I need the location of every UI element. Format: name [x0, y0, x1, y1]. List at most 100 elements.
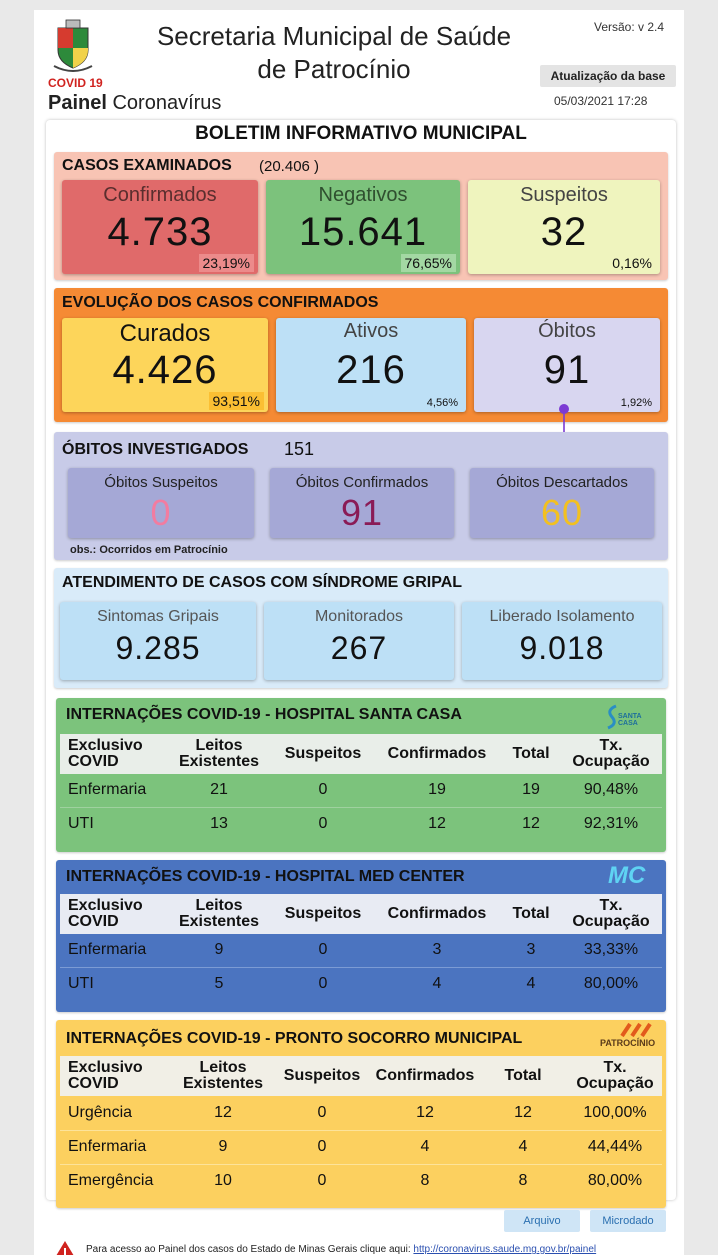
pronto-socorro-section: INTERNAÇÕES COVID-19 - PRONTO SOCORRO MU…: [56, 1020, 666, 1208]
col-suspeitos: Suspeitos: [284, 905, 362, 922]
med-center-title: INTERNAÇÕES COVID-19 - HOSPITAL MED CENT…: [66, 868, 465, 885]
col-confirmados: Confirmados: [375, 1067, 475, 1084]
obitos-suspeitos-card: Óbitos Suspeitos 0: [68, 468, 254, 538]
santa-casa-table: Exclusivo COVID Leitos Existentes Suspeito…: [60, 734, 662, 840]
liberado-card: Liberado Isolamento 9.018: [462, 602, 662, 680]
curados-label: Curados: [119, 320, 211, 347]
negativos-label: Negativos: [318, 184, 408, 206]
negativos-value: 15.641: [298, 210, 428, 254]
atendimento-title: ATENDIMENTO DE CASOS COM SÍNDROME GRIPAL: [62, 574, 463, 591]
pronto-socorro-title: INTERNAÇÕES COVID-19 - PRONTO SOCORRO MU…: [66, 1030, 523, 1047]
obitos-value: 91: [543, 348, 591, 392]
footer-note-link[interactable]: http://coronavirus.saude.mg.gov.br/paine…: [413, 1244, 597, 1255]
santa-casa-logo: SANTA CASA: [604, 704, 660, 730]
casos-total: (20.406 ): [259, 158, 320, 175]
col-suspeitos: Suspeitos: [283, 1067, 361, 1084]
sintomas-label: Sintomas Gripais: [97, 608, 219, 625]
col-taxa: Tx. Ocupação: [576, 1059, 654, 1092]
col-total: Total: [504, 1067, 542, 1084]
suspeitos-value: 32: [540, 210, 588, 254]
med-center-logo: MC: [608, 862, 646, 889]
confirmados-value: 4.733: [107, 210, 213, 254]
patrocinio-logo-icon: [620, 1022, 652, 1038]
col-exclusivo: Exclusivo COVID: [68, 737, 143, 770]
santa-casa-section: INTERNAÇÕES COVID-19 - HOSPITAL SANTA CA…: [56, 698, 666, 852]
confirmados-card: Confirmados 4.733 23,19%: [62, 180, 258, 274]
col-confirmados: Confirmados: [387, 905, 487, 922]
obitos-inv-title: ÓBITOS INVESTIGADOS: [62, 441, 249, 458]
page-title: Secretaria Municipal de Saúde de Patrocí…: [156, 21, 512, 84]
negativos-card: Negativos 15.641 76,65%: [266, 180, 460, 274]
confirmados-label: Confirmados: [103, 184, 217, 206]
monitorados-value: 267: [330, 630, 388, 666]
sintomas-card: Sintomas Gripais 9.285: [60, 602, 256, 680]
suspeitos-pct: 0,16%: [612, 255, 652, 271]
obitos-descartados-label: Óbitos Descartados: [496, 474, 628, 491]
casos-title: CASOS EXAMINADOS: [62, 157, 232, 174]
table-row: Enfermaria 9 0 4 4 44,44%: [60, 1130, 662, 1164]
obitos-investigados-section: ÓBITOS INVESTIGADOS 151 Óbitos Suspeitos…: [54, 432, 668, 560]
table-header-row: Exclusivo COVID Leitos Existentes Suspeito…: [60, 734, 662, 774]
obitos-confirmados-card: Óbitos Confirmados 91: [270, 468, 454, 538]
obitos-descartados-value: 60: [540, 492, 584, 533]
obitos-suspeitos-label: Óbitos Suspeitos: [104, 474, 218, 491]
curados-value: 4.426: [112, 348, 218, 392]
santa-casa-logo-icon: [607, 704, 617, 730]
covid-label: COVID 19: [48, 76, 103, 90]
santa-casa-logo-text: SANTA CASA: [618, 713, 642, 727]
table-row: Enfermaria 21 0 19 19 90,48%: [60, 774, 662, 807]
confirmados-pct: 23,19%: [198, 254, 254, 272]
table-header-row: Exclusivo COVID Leitos Existentes Suspeito…: [60, 1056, 662, 1096]
obitos-descartados-card: Óbitos Descartados 60: [470, 468, 654, 538]
curados-card: Curados 4.426 93,51%: [62, 318, 268, 412]
col-taxa: Tx. Ocupação: [572, 897, 650, 930]
table-row: Urgência 12 0 12 12 100,00%: [60, 1096, 662, 1130]
liberado-label: Liberado Isolamento: [489, 608, 635, 625]
santa-casa-title: INTERNAÇÕES COVID-19 - HOSPITAL SANTA CA…: [66, 706, 462, 723]
obitos-confirmados-value: 91: [340, 492, 384, 533]
monitorados-label: Monitorados: [314, 608, 404, 625]
obitos-confirmados-label: Óbitos Confirmados: [295, 474, 429, 491]
table-row: Emergência 10 0 8 8 80,00%: [68, 1172, 643, 1190]
col-exclusivo: Exclusivo COVID: [68, 1059, 143, 1092]
update-base-button[interactable]: Atualização da base: [540, 65, 676, 87]
footer-note-text: Para acesso ao Painel dos casos do Estad…: [86, 1244, 411, 1255]
bulletin-board: BOLETIM INFORMATIVO MUNICIPAL CASOS EXAM…: [46, 120, 676, 1208]
obitos-suspeitos-value: 0: [150, 492, 172, 533]
ativos-card: Ativos 216 4,56%: [276, 318, 466, 412]
obitos-pct: 1,92%: [620, 397, 652, 409]
table-header-row: Exclusivo COVID Leitos Existentes Suspeito…: [60, 894, 662, 934]
ativos-label: Ativos: [343, 320, 399, 342]
casos-examinados-section: CASOS EXAMINADOS (20.406 ) Confirmados 4…: [54, 152, 668, 280]
suspeitos-label: Suspeitos: [520, 184, 608, 206]
med-center-section: INTERNAÇÕES COVID-19 - HOSPITAL MED CENT…: [56, 860, 666, 1012]
liberado-value: 9.018: [519, 630, 605, 666]
arquivo-button[interactable]: Arquivo: [504, 1210, 580, 1232]
col-suspeitos: Suspeitos: [284, 745, 362, 762]
med-center-table: Exclusivo COVID Leitos Existentes Suspeito…: [60, 894, 662, 1000]
version-label: Versão: v 2.4: [594, 20, 665, 34]
obitos-label: Óbitos: [538, 320, 596, 342]
sintomas-value: 9.285: [115, 630, 201, 666]
col-taxa: Tx. Ocupação: [572, 737, 650, 770]
obitos-card: Óbitos 91 1,92%: [474, 318, 660, 412]
municipal-crest-icon: [53, 19, 93, 72]
col-total: Total: [512, 905, 550, 922]
evolucao-title: EVOLUÇÃO DOS CASOS CONFIRMADOS: [62, 294, 379, 311]
microdado-button[interactable]: Microdado: [590, 1210, 666, 1232]
col-exclusivo: Exclusivo COVID: [68, 897, 143, 930]
evolucao-section: EVOLUÇÃO DOS CASOS CONFIRMADOS Curados 4…: [54, 288, 668, 422]
table-row: UTI 5 0 4 4 80,00%: [68, 974, 639, 992]
col-confirmados: Confirmados: [387, 745, 487, 762]
suspeitos-card: Suspeitos 32 0,16%: [468, 180, 660, 274]
page: COVID 19 Painel Coronavírus Secretaria M…: [34, 10, 684, 1255]
warning-icon: [56, 1241, 74, 1255]
table-row: Enfermaria 9 0 3 3 33,33%: [60, 934, 662, 967]
bulletin-title: BOLETIM INFORMATIVO MUNICIPAL: [195, 123, 527, 144]
footer-note: Para acesso ao Painel dos casos do Estad…: [86, 1244, 596, 1255]
col-leitos: Leitos Existentes: [182, 1059, 264, 1092]
curados-pct: 93,51%: [208, 392, 264, 410]
atendimento-section: ATENDIMENTO DE CASOS COM SÍNDROME GRIPAL…: [54, 568, 668, 688]
ativos-value: 216: [336, 348, 406, 392]
obitos-inv-total: 151: [284, 439, 315, 459]
